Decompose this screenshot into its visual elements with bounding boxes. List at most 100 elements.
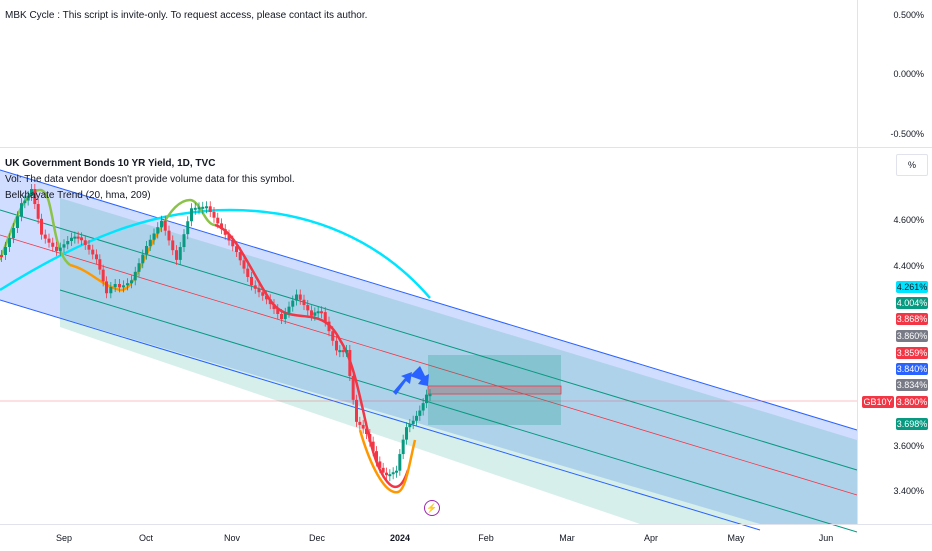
- time-label: 2024: [389, 533, 411, 543]
- candle: [291, 300, 295, 307]
- channel-lower-line: [0, 299, 761, 531]
- candle: [33, 189, 37, 205]
- time-label: May: [727, 533, 745, 543]
- candle: [105, 281, 108, 294]
- candle: [167, 230, 171, 241]
- candle: [175, 250, 178, 260]
- candle: [205, 206, 208, 209]
- candle: [351, 375, 355, 400]
- candle: [341, 350, 345, 353]
- candles: [0, 184, 432, 482]
- candle: [148, 239, 152, 246]
- belkhayate-arc: [0, 208, 431, 299]
- candle: [113, 284, 117, 288]
- indicator-legend: Belkhayate Trend (20, hma, 209): [5, 190, 151, 201]
- candle: [160, 220, 163, 228]
- time-label: Dec: [308, 533, 326, 543]
- candle: [238, 252, 242, 261]
- candle: [250, 276, 253, 286]
- candle: [395, 470, 398, 473]
- candle: [408, 424, 412, 428]
- time-axis[interactable]: Sep Oct Nov Dec 2024 Feb Mar Apr May Jun: [0, 524, 932, 551]
- candle: [58, 247, 62, 251]
- candle: [381, 467, 385, 473]
- candle: [316, 311, 320, 314]
- indicator-tick: -0.500%: [890, 129, 924, 139]
- candle: [76, 236, 80, 239]
- candle: [421, 403, 425, 411]
- candle: [130, 280, 133, 284]
- candle: [327, 321, 331, 332]
- candle: [8, 238, 11, 247]
- volume-note: Vol: The data vendor doesn't provide vol…: [5, 174, 295, 185]
- channel-mid-lower-line: [59, 289, 858, 533]
- candle: [355, 399, 358, 422]
- candle: [388, 474, 392, 477]
- candle: [208, 206, 212, 212]
- candle: [323, 312, 327, 322]
- candle: [73, 236, 77, 239]
- candle: [101, 269, 105, 282]
- candle: [320, 311, 323, 314]
- chart-title: UK Government Bonds 10 YR Yield, 1D, TVC: [5, 158, 216, 169]
- candle: [310, 310, 313, 316]
- candle: [197, 207, 201, 210]
- candle: [335, 340, 338, 351]
- candle: [145, 245, 148, 255]
- candle: [295, 294, 298, 301]
- candle: [137, 263, 141, 272]
- candle: [345, 349, 348, 352]
- candle: [378, 461, 382, 468]
- time-label: Oct: [138, 533, 154, 543]
- candle: [12, 227, 15, 239]
- candle: [26, 195, 30, 201]
- candle: [193, 207, 197, 210]
- time-label: Mar: [559, 533, 575, 543]
- candle: [302, 299, 306, 306]
- channel-inner-fill: [60, 198, 857, 524]
- candle: [178, 247, 182, 260]
- candle: [98, 259, 102, 270]
- up-arrow-icon: [393, 372, 412, 395]
- candle: [51, 242, 55, 247]
- candle: [348, 349, 352, 376]
- candle: [261, 292, 265, 296]
- candle: [257, 288, 261, 293]
- indicator-pane[interactable]: MBK Cycle : This script is invite-only. …: [0, 0, 932, 148]
- candle: [298, 294, 302, 300]
- candle: [109, 287, 113, 294]
- candle: [313, 312, 317, 316]
- price-tag: 4.261%: [896, 281, 928, 293]
- time-label: Apr: [643, 533, 659, 543]
- lightning-icon[interactable]: ⚡: [424, 500, 440, 516]
- candle: [223, 229, 227, 235]
- percent-toggle-button[interactable]: %: [896, 154, 928, 176]
- candle: [152, 233, 156, 240]
- candle: [220, 223, 223, 230]
- price-tick: 4.400%: [893, 261, 924, 271]
- candle: [283, 312, 287, 320]
- price-tag: 3.800%: [896, 396, 928, 408]
- price-scale-border: [857, 0, 858, 524]
- candle: [280, 314, 283, 320]
- candle: [201, 206, 205, 209]
- candle: [163, 220, 167, 231]
- price-tag: 3.860%: [896, 330, 928, 342]
- price-tag: 3.698%: [896, 418, 928, 430]
- indicator-tick: 0.500%: [893, 10, 924, 20]
- price-tag: 3.859%: [896, 347, 928, 359]
- up-arrow-icon-2: [410, 366, 429, 386]
- pane-separator[interactable]: [0, 147, 932, 148]
- candle: [36, 204, 40, 219]
- candle: [91, 249, 95, 255]
- candle: [141, 254, 145, 264]
- main-pane[interactable]: UK Government Bonds 10 YR Yield, 1D, TVC…: [0, 148, 932, 524]
- candle: [83, 240, 87, 245]
- price-tag: 3.840%: [896, 363, 928, 375]
- candle: [361, 424, 365, 429]
- channel-center-line: [0, 234, 858, 496]
- candle: [126, 283, 129, 286]
- candle: [331, 331, 335, 341]
- candle: [401, 439, 405, 455]
